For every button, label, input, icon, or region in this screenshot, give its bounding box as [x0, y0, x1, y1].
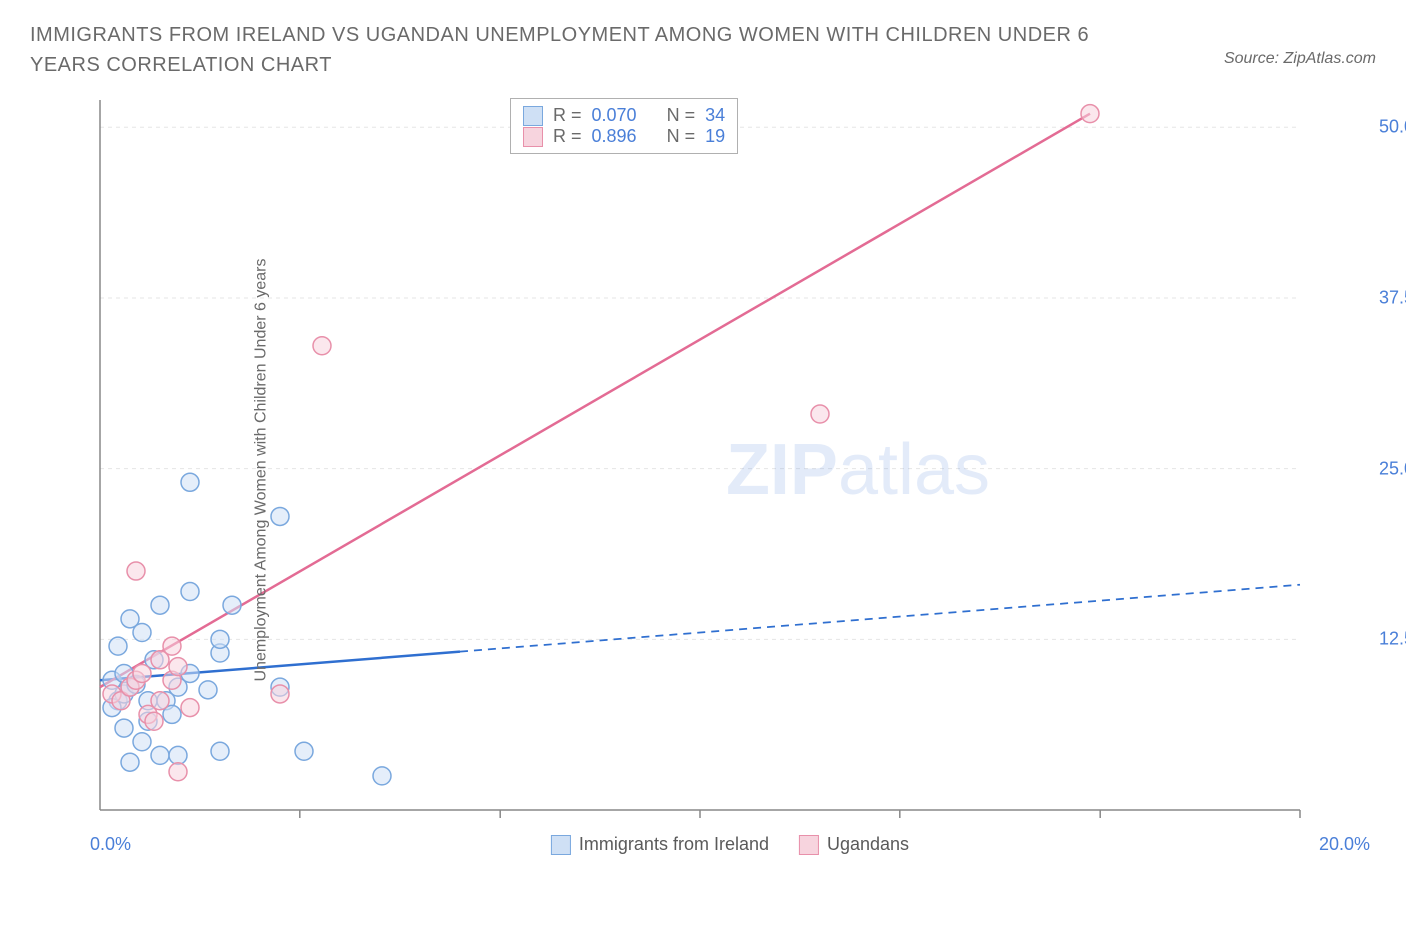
series-legend-item: Ugandans: [799, 834, 909, 855]
stats-legend-row: R = 0.896 N = 19: [523, 126, 725, 147]
series-legend: Immigrants from Ireland Ugandans: [551, 834, 909, 855]
legend-r-label: R =: [553, 105, 582, 126]
series-legend-label: Immigrants from Ireland: [579, 834, 769, 855]
y-tick-label: 12.5%: [1379, 629, 1406, 650]
stats-legend: R = 0.070 N = 34 R = 0.896 N = 19: [510, 98, 738, 154]
legend-n-label: N =: [667, 105, 696, 126]
source-attribution: Source: ZipAtlas.com: [1224, 50, 1376, 68]
x-min-label: 0.0%: [90, 834, 131, 855]
chart-container: Unemployment Among Women with Children U…: [90, 90, 1370, 850]
legend-n-value: 19: [705, 126, 725, 147]
y-tick-label: 25.0%: [1379, 458, 1406, 479]
y-tick-label: 37.5%: [1379, 287, 1406, 308]
legend-n-label: N =: [667, 126, 696, 147]
legend-n-value: 34: [705, 105, 725, 126]
stats-legend-row: R = 0.070 N = 34: [523, 105, 725, 126]
y-axis-label: Unemployment Among Women with Children U…: [253, 258, 271, 681]
series-legend-item: Immigrants from Ireland: [551, 834, 769, 855]
legend-swatch: [551, 835, 571, 855]
x-max-label: 20.0%: [1319, 834, 1370, 855]
y-tick-label: 50.0%: [1379, 117, 1406, 138]
legend-swatch: [523, 106, 543, 126]
legend-r-label: R =: [553, 126, 582, 147]
legend-r-value: 0.070: [592, 105, 637, 126]
legend-r-value: 0.896: [592, 126, 637, 147]
chart-title: IMMIGRANTS FROM IRELAND VS UGANDAN UNEMP…: [30, 20, 1130, 80]
legend-swatch: [523, 127, 543, 147]
series-legend-label: Ugandans: [827, 834, 909, 855]
legend-swatch: [799, 835, 819, 855]
scatter-plot: [90, 90, 1370, 850]
